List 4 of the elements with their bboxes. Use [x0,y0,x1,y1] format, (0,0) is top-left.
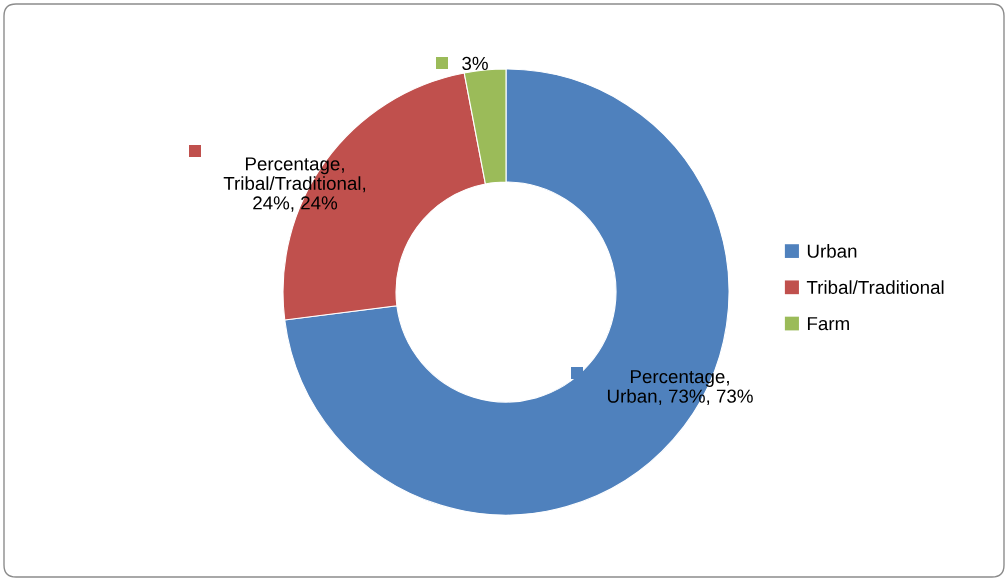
legend-label: Tribal/Traditional [806,280,944,295]
legend-label: Farm [807,317,849,331]
legend-label: Urban [807,244,857,258]
data-label: 3% [462,56,488,71]
